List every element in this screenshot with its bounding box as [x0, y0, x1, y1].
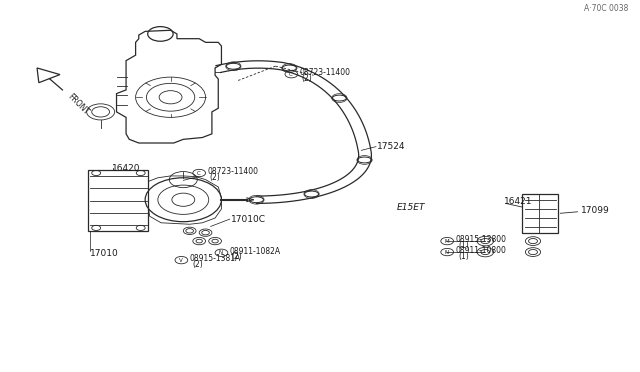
Text: E15ET: E15ET	[396, 202, 425, 212]
Text: 08723-11400: 08723-11400	[300, 68, 351, 77]
Text: 17099: 17099	[580, 206, 609, 215]
Text: C: C	[196, 170, 200, 176]
Text: N: N	[444, 250, 449, 254]
Text: N: N	[219, 250, 223, 255]
Text: 17010: 17010	[90, 249, 118, 258]
Text: 08911-10800: 08911-10800	[456, 246, 506, 255]
Text: 08723-11400: 08723-11400	[207, 167, 259, 176]
Text: C: C	[289, 72, 292, 77]
Text: 08915-13800: 08915-13800	[456, 235, 506, 244]
Text: 08911-1082A: 08911-1082A	[230, 247, 281, 256]
Text: 16421: 16421	[504, 197, 533, 206]
Text: FRONT: FRONT	[66, 92, 90, 116]
Text: (2): (2)	[193, 260, 204, 269]
Text: M: M	[444, 238, 449, 244]
Text: 17010C: 17010C	[231, 215, 266, 224]
Text: (2): (2)	[209, 173, 220, 182]
Text: A·70C 0038: A·70C 0038	[584, 4, 628, 13]
Text: 16420: 16420	[112, 164, 141, 173]
Text: (2): (2)	[232, 252, 243, 261]
Text: (2): (2)	[301, 74, 312, 83]
Text: V: V	[179, 258, 182, 263]
Text: (1): (1)	[459, 241, 469, 250]
Text: (1): (1)	[459, 251, 469, 261]
Text: 08915-1381A: 08915-1381A	[189, 254, 241, 263]
Text: 17524: 17524	[377, 142, 406, 151]
